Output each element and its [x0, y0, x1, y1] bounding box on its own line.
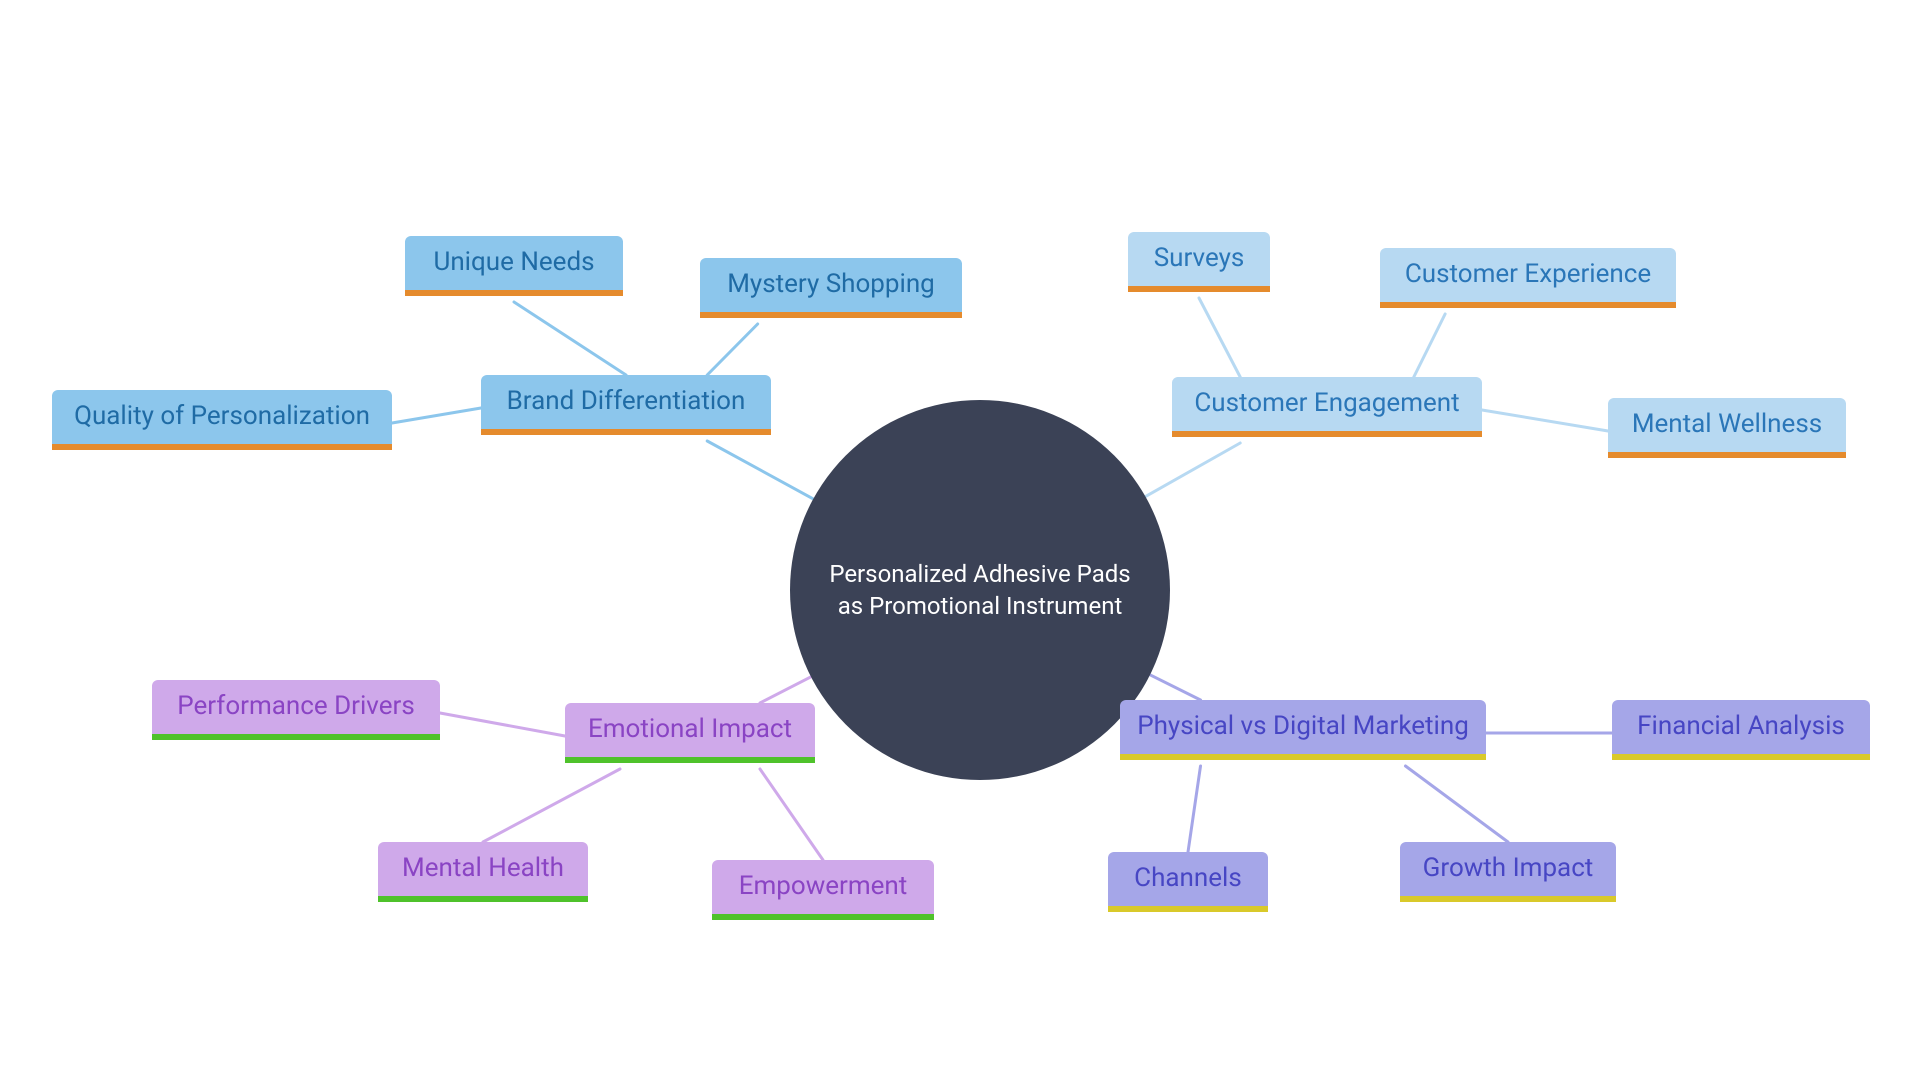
edge: [1414, 314, 1445, 377]
node-label: Mystery Shopping: [727, 269, 935, 300]
center-label: Personalized Adhesive Pads as Promotiona…: [826, 558, 1134, 623]
node-label: Surveys: [1154, 243, 1245, 274]
node-mystery: Mystery Shopping: [700, 258, 962, 318]
node-label: Quality of Personalization: [74, 401, 370, 432]
edge: [514, 302, 626, 375]
center-node: Personalized Adhesive Pads as Promotiona…: [790, 400, 1170, 780]
node-label: Brand Differentiation: [507, 386, 746, 417]
edge: [440, 713, 565, 736]
edge: [392, 408, 481, 423]
node-fin: Financial Analysis: [1612, 700, 1870, 760]
node-label: Customer Experience: [1405, 259, 1651, 290]
node-grow: Growth Impact: [1400, 842, 1616, 902]
node-label: Growth Impact: [1423, 853, 1594, 884]
node-label: Channels: [1134, 863, 1242, 894]
node-label: Empowerment: [739, 871, 908, 902]
node-label: Customer Engagement: [1194, 388, 1459, 419]
node-label: Mental Health: [402, 853, 564, 884]
node-emp: Empowerment: [712, 860, 934, 920]
edge: [1188, 766, 1201, 852]
node-chan: Channels: [1108, 852, 1268, 912]
node-cust: Customer Engagement: [1172, 377, 1482, 437]
node-label: Physical vs Digital Marketing: [1137, 711, 1469, 742]
node-label: Mental Wellness: [1632, 409, 1822, 440]
edge: [1150, 675, 1200, 700]
edge: [760, 769, 823, 860]
edge: [760, 677, 811, 703]
node-mental: Mental Wellness: [1608, 398, 1846, 458]
node-emo: Emotional Impact: [565, 703, 815, 763]
node-label: Performance Drivers: [177, 691, 415, 722]
node-quality: Quality of Personalization: [52, 390, 392, 450]
node-label: Financial Analysis: [1637, 711, 1845, 742]
node-brand: Brand Differentiation: [481, 375, 771, 435]
edge: [1199, 298, 1240, 377]
node-phys: Physical vs Digital Marketing: [1120, 700, 1486, 760]
edge: [483, 769, 620, 842]
node-label: Emotional Impact: [588, 714, 792, 745]
edge: [707, 324, 757, 375]
edge: [1145, 443, 1240, 497]
node-unique: Unique Needs: [405, 236, 623, 296]
edge: [707, 441, 813, 499]
node-mh: Mental Health: [378, 842, 588, 902]
mindmap-canvas: Personalized Adhesive Pads as Promotiona…: [0, 0, 1920, 1080]
node-surveys: Surveys: [1128, 232, 1270, 292]
edge: [1405, 766, 1508, 842]
node-perf: Performance Drivers: [152, 680, 440, 740]
edge: [1482, 410, 1608, 431]
node-label: Unique Needs: [433, 247, 594, 278]
node-cx: Customer Experience: [1380, 248, 1676, 308]
